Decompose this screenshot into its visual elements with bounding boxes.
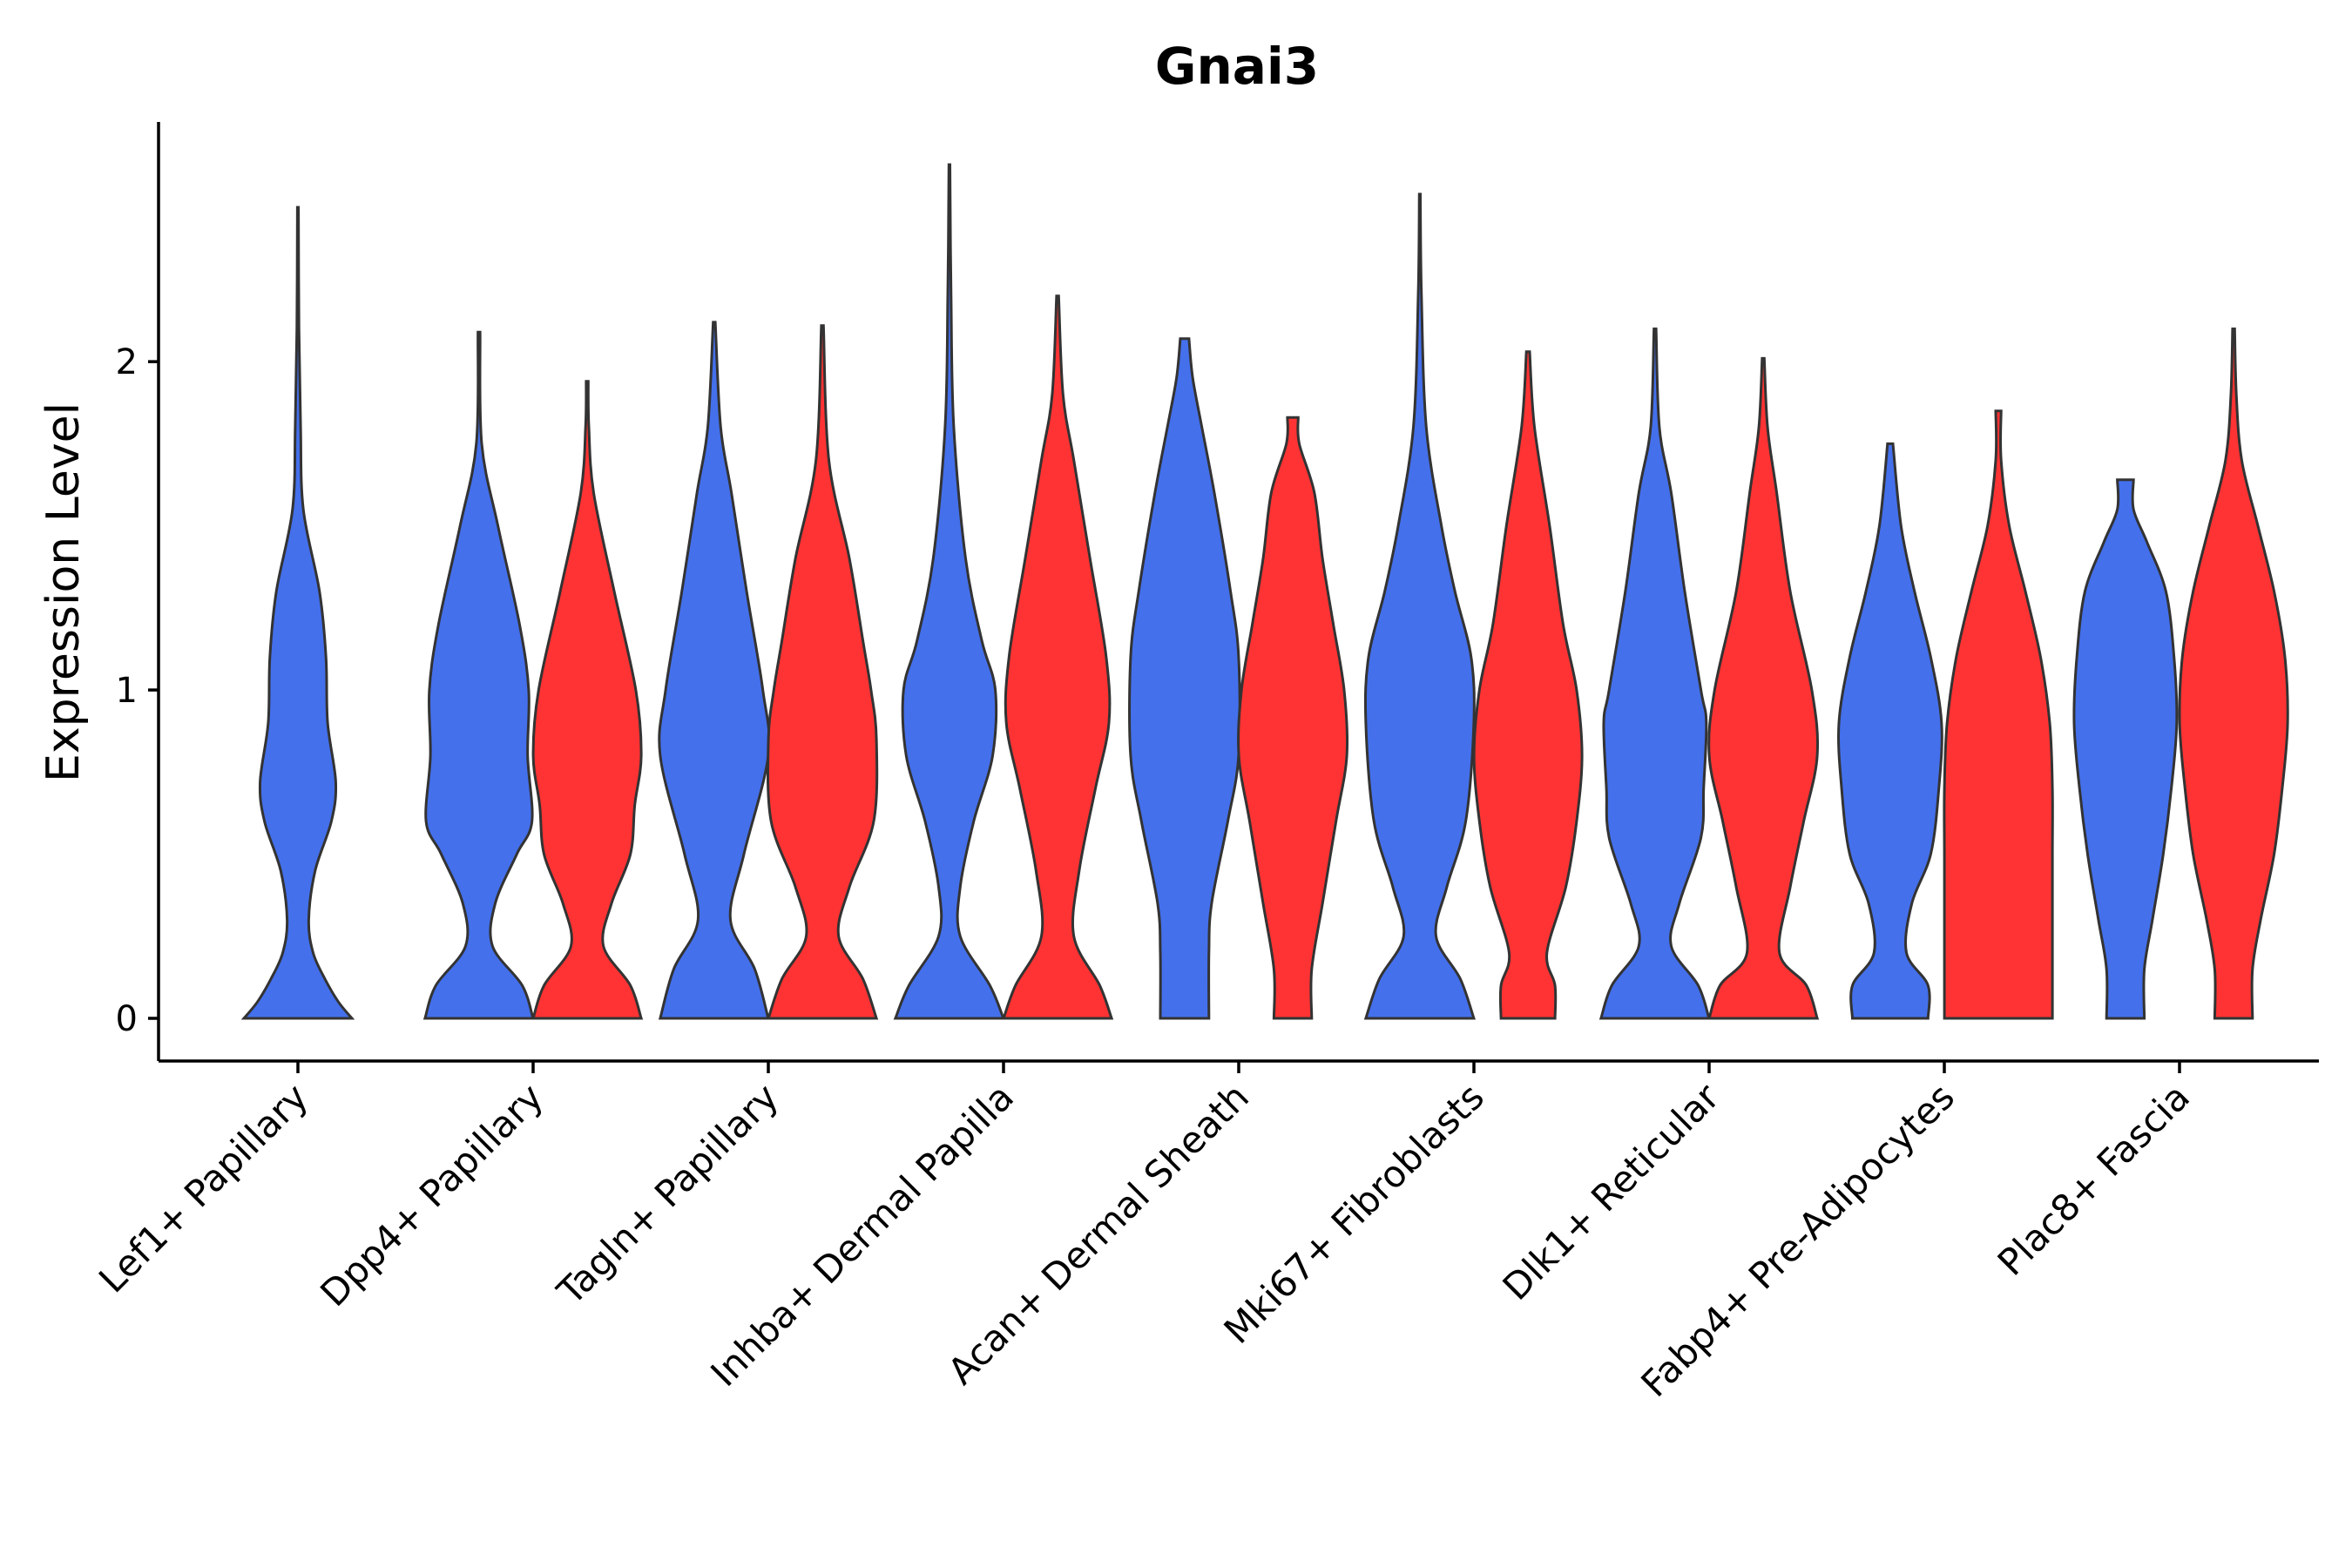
violin-acan-dermal-sheath-a [1128,337,1241,1020]
y-ticks: 0 1 2 [116,342,159,1039]
x-tick-label-mki67-fibroblasts: Mki67+ Fibroblasts [1216,1075,1492,1351]
x-tick-label-tagln-papillary: Tagln+ Papillary [549,1075,787,1313]
violin-inhba-dermal-papilla-a [893,163,1006,1020]
violin-plac8-fascia-a [2072,478,2179,1020]
violin-tagln-papillary-a [658,321,771,1020]
violin-inhba-dermal-papilla-b [1001,294,1114,1020]
y-tick-label-0: 0 [116,999,138,1039]
violin-acan-dermal-sheath-b [1237,416,1349,1020]
x-tick-label-plac8-fascia: Plac8+ Fascia [1990,1075,2198,1283]
violin-dpp4-papillary-a [422,330,535,1020]
x-tick-label-lef1-papillary: Lef1+ Papillary [91,1075,316,1301]
violin-mki67-fibroblasts-b [1472,350,1584,1020]
y-tick-label-1: 1 [116,671,138,711]
violin-dlk1-reticular-b [1707,356,1820,1020]
violin-mki67-fibroblasts-a [1363,193,1477,1020]
x-tick-label-dlk1-reticular: Dlk1+ Reticular [1495,1075,1728,1308]
violin-tagln-papillary-b [766,324,879,1020]
violin-plac8-fascia-b [2178,328,2289,1020]
violin-lef1-papillary-a [240,206,355,1020]
violin-fabp4-pre-adipocytes-b [1943,409,2054,1020]
violin-dlk1-reticular-a [1598,328,1711,1020]
violin-dpp4-papillary-b [531,380,644,1020]
x-tick-label-dpp4-papillary: Dpp4+ Papillary [312,1075,551,1315]
y-axis-label: Expression Level [37,402,90,782]
y-tick-label-2: 2 [116,342,138,382]
chart-title: Gnai3 [1155,37,1319,96]
violin-fabp4-pre-adipocytes-a [1837,442,1943,1020]
violin-layer [240,163,2289,1020]
